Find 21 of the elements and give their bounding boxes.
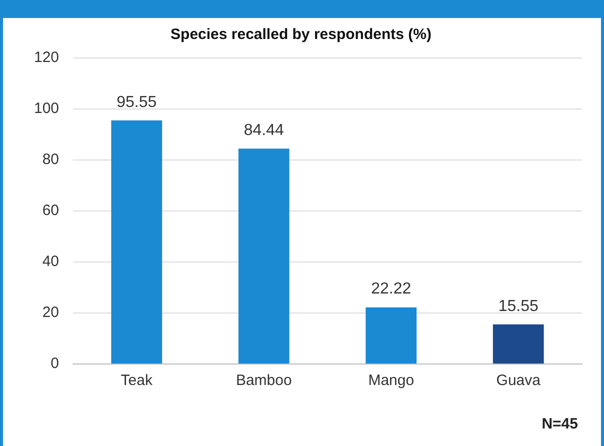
x-tick-label: Guava: [496, 372, 542, 390]
text: N=45: [542, 416, 578, 433]
bar: [111, 120, 162, 364]
y-tick-label: 120: [34, 49, 60, 66]
x-tick-label: Mango: [368, 372, 414, 390]
data-label: 95.55: [116, 94, 157, 111]
x-tick-label: Bamboo: [236, 372, 292, 390]
bar: [366, 307, 417, 364]
bar: [238, 148, 290, 364]
y-tick-label: 60: [42, 202, 60, 220]
y-tick-label: 0: [50, 355, 60, 372]
y-tick-label: 80: [42, 151, 60, 168]
x-tick-label: Teak: [120, 372, 153, 390]
y-tick-label: 40: [42, 253, 60, 270]
y-tick-label: 100: [34, 100, 60, 118]
data-label: 84.44: [244, 122, 284, 140]
data-label: 15.55: [498, 298, 538, 315]
chart-title: Species recalled by respondents (%): [170, 26, 432, 44]
bar: [492, 324, 544, 364]
data-label: 22.22: [371, 280, 412, 298]
y-tick-label: 20: [42, 304, 60, 322]
